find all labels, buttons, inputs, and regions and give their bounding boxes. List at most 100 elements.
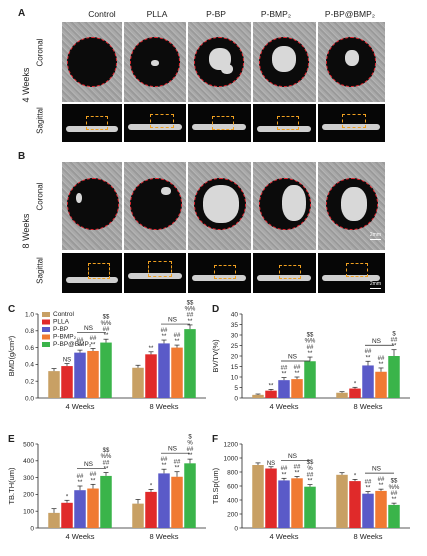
significance-mark: ** xyxy=(78,480,83,486)
significance-mark: %% xyxy=(101,454,112,460)
significance-mark: $ xyxy=(392,331,396,337)
bar-e-1-3 xyxy=(171,476,183,528)
coronal-image-4w-p-bp-bmp2 xyxy=(318,22,385,102)
bar-e-1-1 xyxy=(145,491,157,528)
sagittal-image-4w-control xyxy=(62,104,122,142)
y-tick-label: 5 xyxy=(234,385,238,392)
significance-mark: ## xyxy=(161,328,168,334)
x-tick-label: 4 Weeks xyxy=(269,532,298,541)
significance-mark: ## xyxy=(307,472,314,478)
significance-mark: ## xyxy=(187,313,194,319)
y-tick-label: 200 xyxy=(23,492,34,499)
bar-d-0-1 xyxy=(265,390,277,398)
bar-c-1-0 xyxy=(132,367,144,398)
roi-box xyxy=(148,261,172,277)
bar-e-0-1 xyxy=(61,502,73,528)
bar-c-1-4 xyxy=(184,329,196,398)
defect-circle xyxy=(326,37,376,87)
ns-label: NS xyxy=(168,317,178,324)
legend-label: PLLA xyxy=(53,319,70,326)
coronal-image-8w-plla xyxy=(124,162,186,250)
significance-mark: ** xyxy=(91,478,96,484)
bar-f-0-3 xyxy=(291,478,303,528)
ns-label: NS xyxy=(84,461,94,468)
bar-f-0-2 xyxy=(278,480,290,528)
roi-box xyxy=(214,265,236,279)
y-axis-label: TB.TH(um) xyxy=(7,467,16,505)
significance-mark: ** xyxy=(366,486,371,492)
significance-mark: ## xyxy=(161,457,168,463)
significance-mark: ** xyxy=(104,333,109,339)
y-tick-label: 1.0 xyxy=(25,311,34,318)
column-header-plla: PLLA xyxy=(146,9,168,19)
significance-mark: $$ xyxy=(307,460,314,466)
significance-mark: ** xyxy=(162,334,167,340)
significance-mark: ## xyxy=(365,349,372,355)
scale-bar-label: 2mm xyxy=(369,231,381,238)
significance-mark: * xyxy=(150,483,153,489)
ns-label: NS xyxy=(288,453,298,460)
panel-label-e: E xyxy=(8,434,15,445)
bar-e-1-2 xyxy=(158,473,170,528)
significance-mark: ** xyxy=(269,383,274,389)
legend-swatch xyxy=(42,342,50,347)
y-tick-label: 500 xyxy=(23,441,34,448)
roi-box xyxy=(342,114,366,128)
bar-c-1-2 xyxy=(158,343,170,398)
y-tick-label: 600 xyxy=(227,483,238,490)
significance-mark: ** xyxy=(295,371,300,377)
y-tick-label: 25 xyxy=(231,343,239,350)
defect-circle xyxy=(130,37,180,87)
significance-mark: ## xyxy=(391,491,398,497)
y-tick-label: 400 xyxy=(23,458,34,465)
y-tick-label: 35 xyxy=(231,322,239,329)
bar-f-0-4 xyxy=(304,486,316,528)
significance-mark: ## xyxy=(294,464,301,470)
y-tick-label: 0.0 xyxy=(25,395,34,402)
y-tick-label: 0 xyxy=(234,525,238,532)
week-label-8: 8 Weeks xyxy=(21,213,31,249)
roi-box xyxy=(88,263,110,279)
bar-d-0-3 xyxy=(291,379,303,398)
coronal-image-8w-control xyxy=(62,162,122,250)
significance-mark: $$ xyxy=(187,300,194,306)
significance-mark: $$ xyxy=(391,479,398,485)
sagittal-image-8w-p-bmp2 xyxy=(253,253,316,293)
roi-box xyxy=(277,116,299,130)
roi-box xyxy=(212,116,234,130)
bar-e-1-4 xyxy=(184,463,196,528)
y-tick-label: 0 xyxy=(30,525,34,532)
panel-label-b: B xyxy=(18,151,26,162)
defect-circle xyxy=(326,178,378,230)
significance-mark: NS xyxy=(267,461,275,467)
bar-e-1-0 xyxy=(132,503,144,528)
bar-d-0-0 xyxy=(252,394,264,398)
significance-mark: ## xyxy=(174,460,181,466)
bar-d-0-4 xyxy=(304,361,316,398)
significance-mark: ** xyxy=(308,351,313,357)
defect-circle xyxy=(259,37,309,87)
coronal-image-8w-p-bp-bmp2: 2mm xyxy=(318,162,385,250)
significance-mark: * xyxy=(66,494,69,500)
sagittal-image-4w-p-bp-bmp2 xyxy=(318,104,385,142)
y-tick-label: 800 xyxy=(227,469,238,476)
bar-c-0-3 xyxy=(87,350,99,398)
bar-f-0-0 xyxy=(252,465,264,528)
panel-label-c: C xyxy=(8,304,15,315)
sagittal-image-8w-plla xyxy=(124,253,186,293)
defect-circle xyxy=(130,178,182,230)
legend-swatch xyxy=(42,327,50,332)
significance-mark: ## xyxy=(103,460,110,466)
sagittal-label-8w: Sagittal xyxy=(35,257,45,284)
significance-mark: ## xyxy=(281,466,288,472)
significance-mark: $$ xyxy=(103,315,110,321)
defect-circle xyxy=(194,178,246,230)
defect-circle xyxy=(194,37,244,87)
scale-bar-coronal: 2mm xyxy=(369,231,381,240)
y-tick-label: 400 xyxy=(227,497,238,504)
bar-d-0-2 xyxy=(278,380,290,398)
significance-mark: $ xyxy=(188,435,192,441)
x-tick-label: 8 Weeks xyxy=(353,402,382,411)
y-tick-label: 0.4 xyxy=(25,362,34,369)
